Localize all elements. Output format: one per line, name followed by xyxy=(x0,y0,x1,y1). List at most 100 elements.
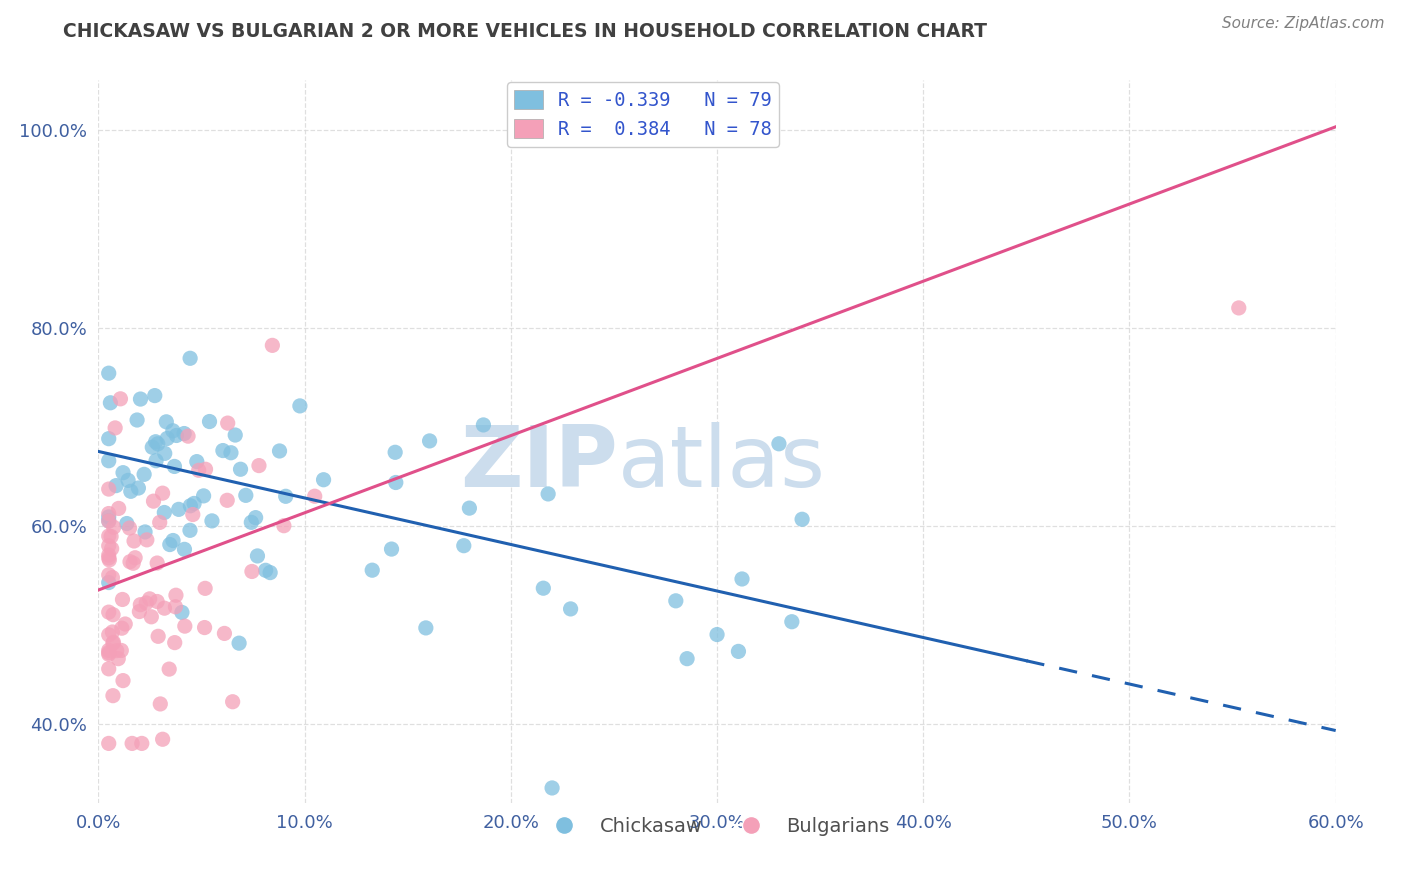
Point xyxy=(173,619,195,633)
Point xyxy=(240,516,263,530)
Point xyxy=(111,592,134,607)
Point xyxy=(269,444,291,458)
Point xyxy=(159,537,181,551)
Point xyxy=(385,475,408,490)
Point xyxy=(177,429,200,443)
Point xyxy=(731,572,754,586)
Point xyxy=(201,514,224,528)
Point xyxy=(157,662,180,676)
Point xyxy=(101,607,124,622)
Point xyxy=(97,548,120,562)
Point xyxy=(458,501,481,516)
Point xyxy=(149,697,172,711)
Point xyxy=(101,636,124,650)
Point xyxy=(780,615,803,629)
Point xyxy=(181,508,204,522)
Point xyxy=(97,605,120,619)
Point xyxy=(162,533,184,548)
Legend: Chickasaw, Bulgarians: Chickasaw, Bulgarians xyxy=(537,809,897,844)
Point xyxy=(97,628,120,642)
Point xyxy=(97,366,120,380)
Point xyxy=(97,662,120,676)
Point xyxy=(101,570,124,584)
Point xyxy=(135,533,157,547)
Point xyxy=(221,695,243,709)
Point xyxy=(1227,301,1250,315)
Text: ZIP: ZIP xyxy=(460,422,619,505)
Point xyxy=(245,510,267,524)
Point xyxy=(361,563,384,577)
Point xyxy=(97,567,120,582)
Point xyxy=(101,689,124,703)
Point xyxy=(183,496,205,510)
Point xyxy=(229,462,252,476)
Point xyxy=(118,521,141,535)
Point xyxy=(163,635,186,649)
Point xyxy=(153,446,176,460)
Point xyxy=(127,481,149,495)
Point xyxy=(665,594,688,608)
Point xyxy=(111,621,134,635)
Point xyxy=(194,582,217,596)
Point xyxy=(97,646,120,660)
Point xyxy=(103,635,125,649)
Point xyxy=(100,396,122,410)
Point xyxy=(97,432,120,446)
Point xyxy=(149,516,172,530)
Point xyxy=(415,621,437,635)
Point xyxy=(217,416,239,430)
Point xyxy=(138,591,160,606)
Point xyxy=(122,533,145,548)
Point xyxy=(472,417,495,432)
Point xyxy=(105,643,128,657)
Point xyxy=(141,440,163,454)
Point xyxy=(384,445,406,459)
Point xyxy=(288,399,311,413)
Point xyxy=(152,486,174,500)
Point xyxy=(129,598,152,612)
Point xyxy=(173,426,195,441)
Point xyxy=(97,539,120,553)
Point xyxy=(114,617,136,632)
Point xyxy=(217,493,239,508)
Point xyxy=(240,565,263,579)
Point xyxy=(120,484,142,499)
Point xyxy=(97,736,120,750)
Point xyxy=(228,636,250,650)
Point xyxy=(107,651,129,665)
Point xyxy=(380,542,402,557)
Point xyxy=(111,673,134,688)
Point xyxy=(727,644,749,658)
Point xyxy=(103,520,125,534)
Point xyxy=(155,415,177,429)
Point xyxy=(146,437,169,451)
Point xyxy=(152,732,174,747)
Point xyxy=(165,599,187,614)
Point xyxy=(129,392,152,406)
Point xyxy=(194,462,217,476)
Point xyxy=(100,541,122,556)
Point xyxy=(246,549,269,563)
Point xyxy=(135,596,157,610)
Point xyxy=(274,489,297,503)
Y-axis label: 2 or more Vehicles in Household: 2 or more Vehicles in Household xyxy=(0,296,6,587)
Point xyxy=(304,489,326,503)
Text: atlas: atlas xyxy=(619,422,827,505)
Point xyxy=(179,351,201,366)
Point xyxy=(117,474,139,488)
Point xyxy=(143,388,166,402)
Point xyxy=(112,466,135,480)
Point xyxy=(124,550,146,565)
Point xyxy=(97,507,120,521)
Text: CHICKASAW VS BULGARIAN 2 OR MORE VEHICLES IN HOUSEHOLD CORRELATION CHART: CHICKASAW VS BULGARIAN 2 OR MORE VEHICLE… xyxy=(63,22,987,41)
Point xyxy=(165,428,187,442)
Point xyxy=(254,563,277,577)
Point xyxy=(167,502,190,516)
Point xyxy=(537,487,560,501)
Point xyxy=(122,556,145,570)
Point xyxy=(146,629,169,643)
Point xyxy=(110,392,132,406)
Point xyxy=(560,602,582,616)
Point xyxy=(153,506,176,520)
Point xyxy=(97,454,120,468)
